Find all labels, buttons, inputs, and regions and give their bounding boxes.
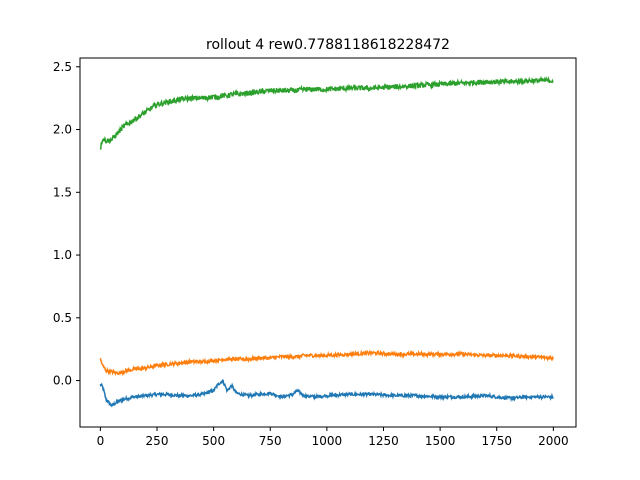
- x-tick-label: 250: [146, 434, 169, 448]
- y-tick-label: 0.5: [53, 311, 72, 325]
- plot-lines: [99, 75, 555, 408]
- x-tick-label: 750: [259, 434, 282, 448]
- series-line-1: [99, 379, 554, 408]
- y-tick-label: 1.5: [53, 185, 72, 199]
- x-tick-label: 0: [97, 434, 105, 448]
- y-tick-label: 1.0: [53, 248, 72, 262]
- series-line-2: [99, 349, 555, 377]
- x-tick-label: 2000: [538, 434, 569, 448]
- series-line-3: [99, 75, 554, 150]
- x-tick-label: 1500: [425, 434, 456, 448]
- x-axis: 0 250 500 750 1000 1250 1500 1750 2000: [97, 427, 569, 448]
- y-tick-label: 2.5: [53, 60, 72, 74]
- x-tick-label: 1000: [312, 434, 343, 448]
- plot-frame: [79, 57, 577, 428]
- y-tick-label: 2.0: [53, 123, 72, 137]
- y-axis: 0.0 0.5 1.0 1.5 2.0 2.5: [53, 60, 80, 388]
- x-tick-label: 1250: [368, 434, 399, 448]
- x-tick-label: 500: [202, 434, 225, 448]
- y-tick-label: 0.0: [53, 374, 72, 388]
- x-tick-label: 1750: [481, 434, 512, 448]
- chart-title: rollout 4 rew0.7788118618228472: [206, 37, 450, 53]
